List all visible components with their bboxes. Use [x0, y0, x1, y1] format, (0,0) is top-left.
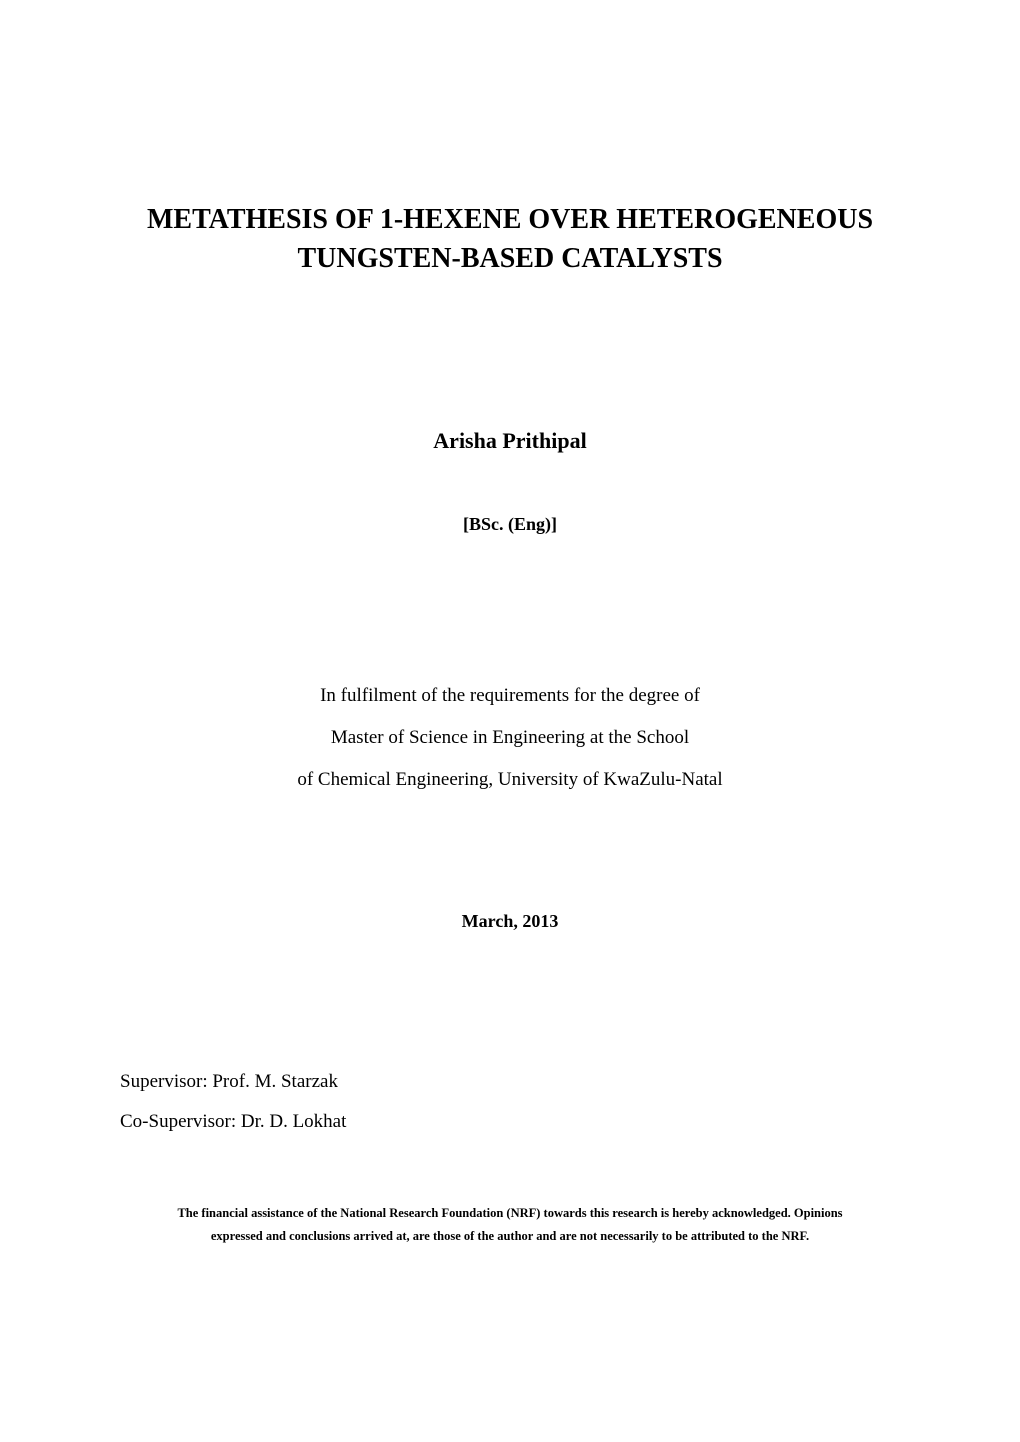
thesis-title-line1: METATHESIS OF 1-HEXENE OVER HETEROGENEOU… [120, 200, 900, 239]
footnote-line2: expressed and conclusions arrived at, ar… [130, 1225, 890, 1249]
fulfilment-line1: In fulfilment of the requirements for th… [120, 675, 900, 717]
footnote-line1: The financial assistance of the National… [130, 1202, 890, 1226]
thesis-title-line2: TUNGSTEN-BASED CATALYSTS [120, 239, 900, 278]
cosupervisor-line: Co-Supervisor: Dr. D. Lokhat [120, 1102, 900, 1142]
supervisors-block: Supervisor: Prof. M. Starzak Co-Supervis… [120, 1062, 900, 1142]
title-page: METATHESIS OF 1-HEXENE OVER HETEROGENEOU… [0, 0, 1020, 1442]
fulfilment-line2: Master of Science in Engineering at the … [120, 717, 900, 759]
fulfilment-statement: In fulfilment of the requirements for th… [120, 675, 900, 800]
author-name: Arisha Prithipal [120, 428, 900, 454]
supervisor-line: Supervisor: Prof. M. Starzak [120, 1062, 900, 1102]
thesis-title: METATHESIS OF 1-HEXENE OVER HETEROGENEOU… [120, 200, 900, 278]
nrf-acknowledgement: The financial assistance of the National… [120, 1202, 900, 1250]
prior-degree: [BSc. (Eng)] [120, 514, 900, 535]
fulfilment-line3: of Chemical Engineering, University of K… [120, 759, 900, 801]
submission-date: March, 2013 [120, 911, 900, 932]
